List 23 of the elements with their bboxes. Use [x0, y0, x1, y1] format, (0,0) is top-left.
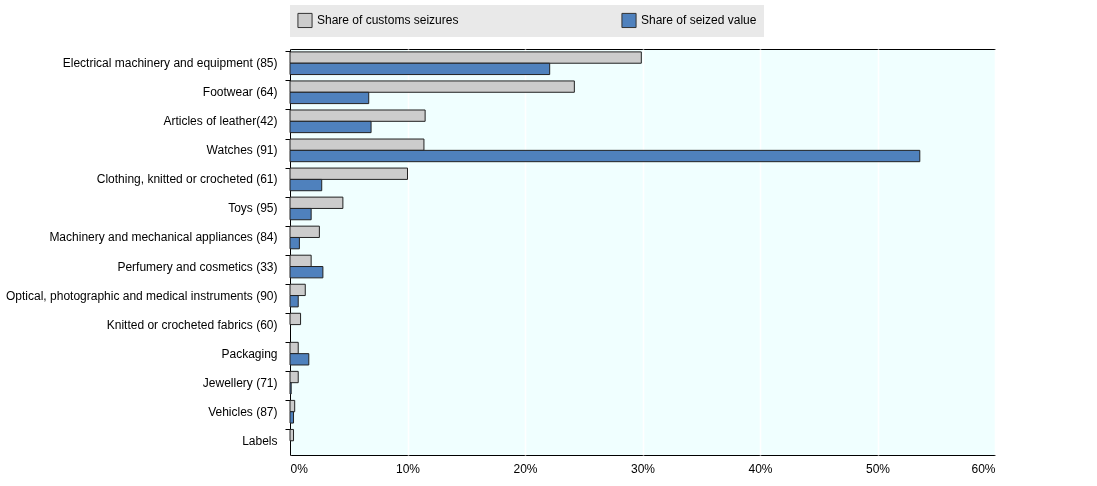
y-tick-label: Clothing, knitted or crocheted (61)	[96, 172, 278, 187]
x-tick-label: 0%	[290, 461, 309, 476]
x-tick-label: 20%	[513, 461, 538, 476]
y-tick-label: Footwear (64)	[202, 85, 278, 100]
y-tick-label: Articles of leather(42)	[163, 114, 278, 129]
legend-label: Share of customs seizures	[317, 13, 459, 28]
y-tick-label: Vehicles (87)	[208, 404, 278, 419]
y-tick-label: Machinery and mechanical appliances (84)	[49, 230, 278, 245]
legend-label: Share of seized value	[641, 13, 757, 28]
y-tick-label: Watches (91)	[206, 143, 278, 158]
x-tick-label: 50%	[865, 461, 891, 476]
y-tick-label: Optical, photographic and medical instruments (90)	[6, 288, 278, 303]
y-tick-label: Jewellery (71)	[202, 375, 278, 390]
x-tick-label: 40%	[748, 461, 773, 476]
y-tick-label: Packaging	[221, 346, 278, 361]
y-tick-label: Electrical machinery and equipment (85)	[62, 56, 278, 71]
y-tick-label: Toys (95)	[228, 201, 278, 216]
y-tick-label: Knitted or crocheted fabrics (60)	[106, 317, 278, 332]
x-tick-label: 10%	[395, 461, 421, 476]
y-tick-label: Perfumery and cosmetics (33)	[117, 259, 278, 274]
y-tick-label: Labels	[242, 433, 278, 448]
x-tick-label: 60%	[971, 461, 996, 476]
x-tick-label: 30%	[630, 461, 656, 476]
